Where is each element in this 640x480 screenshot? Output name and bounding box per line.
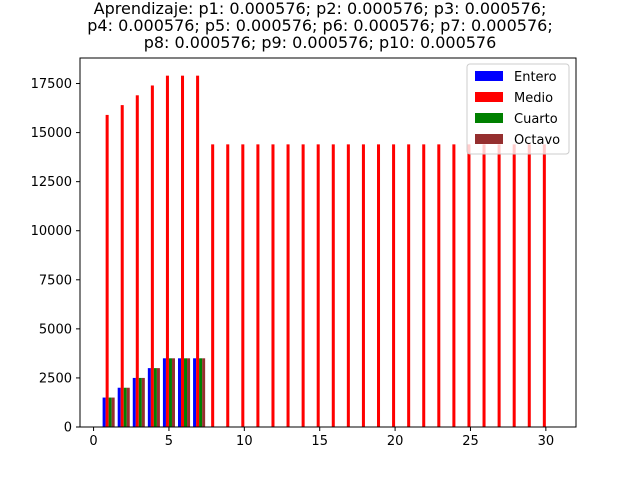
bar-entero-6: [177, 358, 182, 427]
bar-medio-13: [286, 144, 290, 428]
bar-cuarto-4: [153, 368, 157, 427]
bar-medio-28: [512, 144, 516, 428]
bar-medio-10: [241, 144, 245, 428]
bar-medio-15: [316, 144, 320, 428]
bar-cuarto-5: [168, 358, 172, 427]
x-tick-label: 20: [387, 434, 404, 449]
bar-octavo-3: [141, 377, 145, 427]
bar-medio-17: [346, 144, 350, 428]
bar-medio-29: [527, 144, 531, 428]
bar-entero-5: [162, 358, 166, 427]
y-tick-label: 0: [64, 421, 72, 436]
bar-medio-1: [105, 114, 109, 428]
bar-medio-21: [407, 144, 411, 428]
x-tick-label: 15: [311, 434, 328, 449]
y-axis: 0 2500 5000 7500 10000 12500 15000 17500: [31, 77, 80, 436]
bar-medio-18: [361, 144, 365, 428]
bar-medio-27: [497, 144, 501, 428]
bar-octavo-1: [111, 397, 115, 427]
bar-medio-9: [226, 144, 230, 428]
bar-medio-2: [120, 105, 124, 428]
x-tick-label: 30: [538, 434, 555, 449]
bar-entero-2: [117, 387, 121, 427]
bar-octavo-6: [187, 358, 191, 427]
bar-medio-11: [256, 144, 260, 428]
bar-medio-30: [542, 144, 546, 428]
bar-medio-22: [422, 144, 426, 428]
bar-medio-23: [437, 144, 441, 428]
bar-entero-1: [102, 397, 106, 427]
bar-medio-16: [331, 144, 335, 428]
bar-entero-3: [132, 377, 136, 427]
bar-medio-7: [196, 75, 200, 427]
y-tick-label: 12500: [31, 175, 72, 190]
bar-cuarto-1: [108, 397, 112, 427]
legend-label-entero: Entero: [514, 70, 557, 85]
legend: Entero Medio Cuarto Octavo: [466, 63, 570, 155]
y-tick-label: 5000: [39, 322, 72, 337]
bar-cuarto-2: [123, 387, 127, 427]
legend-swatch-octavo: [475, 134, 503, 144]
bar-octavo-5: [171, 358, 175, 427]
bar-medio-8: [211, 144, 215, 428]
legend-label-cuarto: Cuarto: [514, 112, 558, 127]
y-tick-label: 2500: [39, 371, 72, 386]
legend-label-medio: Medio: [514, 91, 553, 106]
y-tick-label: 17500: [31, 77, 72, 92]
bar-octavo-4: [156, 368, 160, 427]
bar-medio-24: [452, 144, 456, 428]
bar-medio-14: [301, 144, 305, 428]
chart-title-line-2: p4: 0.000576; p5: 0.000576; p6: 0.000576…: [87, 16, 553, 35]
bar-cuarto-7: [199, 358, 203, 427]
bar-medio-19: [377, 144, 381, 428]
bar-octavo-2: [126, 387, 130, 427]
bar-cuarto-3: [138, 377, 142, 427]
bar-medio-26: [482, 144, 486, 428]
legend-swatch-cuarto: [475, 113, 503, 123]
bar-entero-4: [147, 368, 151, 427]
x-tick-label: 10: [236, 434, 253, 449]
chart-title-line-1: Aprendizaje: p1: 0.000576; p2: 0.000576;…: [93, 0, 547, 18]
axes-frame: [79, 57, 577, 428]
bar-cuarto-6: [184, 358, 188, 427]
legend-box: [466, 63, 570, 155]
bar-medio-20: [392, 144, 396, 428]
bar-octavo-7: [202, 358, 206, 427]
x-tick-label: 5: [165, 434, 173, 449]
legend-swatch-entero: [475, 71, 503, 81]
bar-medio-12: [271, 144, 275, 428]
y-tick-label: 7500: [39, 273, 72, 288]
bars-layer: [102, 75, 546, 428]
bar-medio-6: [181, 75, 185, 427]
bar-medio-3: [135, 95, 139, 427]
x-tick-label: 0: [89, 434, 97, 449]
legend-label-octavo: Octavo: [514, 133, 560, 148]
bar-medio-25: [467, 144, 471, 428]
bar-medio-4: [150, 85, 154, 427]
bar-medio-5: [165, 75, 169, 427]
legend-swatch-medio: [475, 92, 503, 102]
x-tick-label: 25: [462, 434, 479, 449]
y-tick-label: 10000: [31, 224, 72, 239]
x-axis: 0 5 10 15 20 25 30: [89, 427, 554, 449]
y-tick-label: 15000: [31, 126, 72, 141]
bar-entero-7: [193, 358, 197, 427]
chart-title-line-3: p8: 0.000576; p9: 0.000576; p10: 0.00057…: [143, 33, 497, 52]
